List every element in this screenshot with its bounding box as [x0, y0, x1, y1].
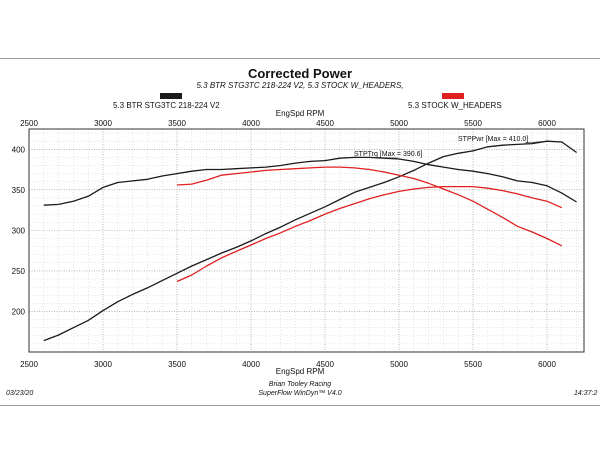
legend-swatch-btr	[160, 93, 182, 99]
annotation-stptrq-leader	[361, 157, 399, 159]
annotation-stppwr-max: STPPwr [Max = 410.0]	[458, 136, 528, 143]
y-tick-label: 200	[12, 307, 26, 316]
x-tick-label-top: 4500	[316, 119, 334, 128]
chart-subtitle: 5.3 BTR STG3TC 218-224 V2, 5.3 STOCK W_H…	[196, 81, 404, 90]
footer-date: 03/23/20	[6, 390, 34, 397]
x-tick-label-bottom: 2500	[20, 360, 38, 369]
legend-swatch-stock	[442, 93, 464, 99]
x-tick-label-bottom: 3000	[94, 360, 112, 369]
series-line-btr-stppwr	[43, 140, 577, 342]
footer-software: SuperFlow WinDyn™ V4.0	[258, 390, 342, 397]
annotation-stptrq-max: STPTrq [Max = 390.6]	[354, 151, 422, 158]
chart-frame	[0, 58, 600, 406]
x-tick-label-top: 4000	[242, 119, 260, 128]
x-tick-label-bottom: 5000	[390, 360, 408, 369]
y-tick-label: 250	[12, 267, 26, 276]
x-tick-label-top: 5500	[464, 119, 482, 128]
x-tick-label-bottom: 5500	[464, 360, 482, 369]
annotation-stppwr-leader	[524, 140, 548, 144]
y-tick-label: 400	[12, 145, 26, 154]
x-tick-label-bottom: 4500	[316, 360, 334, 369]
x-tick-label-bottom: 3500	[168, 360, 186, 369]
x-tick-label-top: 5000	[390, 119, 408, 128]
x-axis-title-top: EngSpd RPM	[275, 109, 325, 118]
y-tick-label: 300	[12, 226, 26, 235]
x-axis-title-bottom: EngSpd RPM	[275, 367, 325, 376]
x-tick-label-bottom: 6000	[538, 360, 556, 369]
x-tick-label-top: 6000	[538, 119, 556, 128]
legend-label-stock: 5.3 STOCK W_HEADERS	[408, 101, 502, 110]
y-tick-label: 350	[12, 186, 26, 195]
chart-title: Corrected Power	[247, 66, 353, 81]
series-line-btr-stptrq	[43, 156, 577, 206]
x-tick-label-top: 3500	[168, 119, 186, 128]
plot-border	[28, 128, 585, 353]
x-tick-label-bottom: 4000	[242, 360, 260, 369]
legend-label-btr: 5.3 BTR STG3TC 218-224 V2	[113, 101, 220, 110]
footer-shop: Brian Tooley Racing	[268, 381, 332, 388]
series-line-stock-stptrq	[176, 166, 563, 247]
series-line-stock-stppwr	[176, 185, 563, 283]
x-tick-label-top: 2500	[20, 119, 38, 128]
x-tick-label-top: 3000	[94, 119, 112, 128]
footer-time: 14:37:2	[574, 390, 598, 397]
